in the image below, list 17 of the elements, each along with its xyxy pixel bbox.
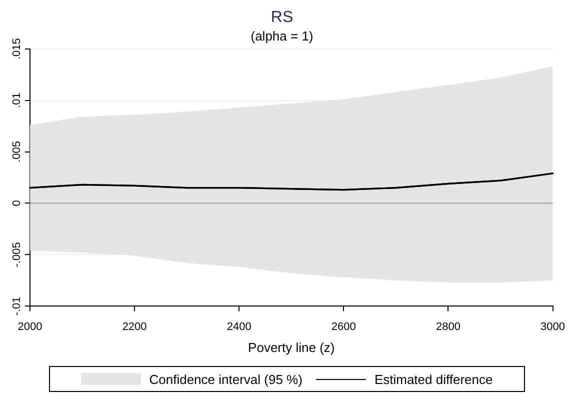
y-tick-label: -.005 [11,242,24,268]
y-tick-label: -.01 [11,296,24,316]
text: Confidence interval (95 %) [149,372,302,386]
x-tick-label: 3000 [540,320,566,333]
y-tick-label: .005 [11,141,24,162]
y-tick-label: .015 [11,38,24,60]
x-tick-label: 2800 [436,320,460,333]
x-tick-label: 2000 [18,320,42,333]
x-tick-label: 2400 [226,320,252,333]
y-tick-label: .01 [11,92,24,108]
x-tick-label: 2200 [122,320,147,333]
x-tick-label: 2600 [331,320,356,333]
chart-subtitle: (alpha = 1) [250,28,314,44]
y-tick-label: 0 [11,200,24,206]
x-axis-title: Poverty line (z) [248,340,335,355]
chart-title: RS [270,9,294,26]
legend-label: Estimated difference [374,372,493,386]
